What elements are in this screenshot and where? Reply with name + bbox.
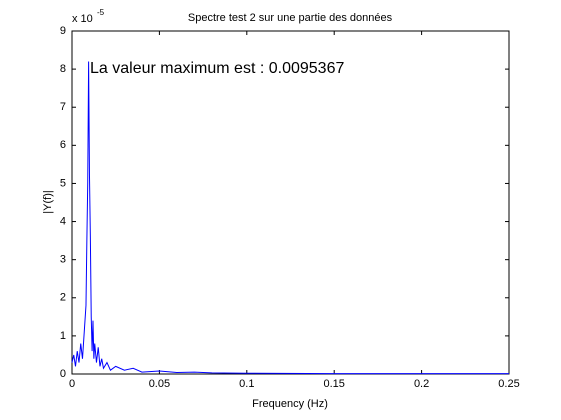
y-tick-label: 0 — [60, 368, 66, 380]
x-axis-label: Frequency (Hz) — [252, 398, 328, 410]
x-tick-label: 0.25 — [498, 378, 519, 390]
y-tick-label: 5 — [60, 177, 66, 189]
y-tick-label: 7 — [60, 101, 66, 113]
plot-area — [71, 30, 510, 375]
data-line — [71, 61, 509, 375]
y-tick-label: 9 — [60, 25, 66, 37]
y-exponent: -5 — [97, 8, 105, 17]
y-tick-label: 2 — [60, 292, 66, 304]
x-tick-label: 0 — [69, 378, 75, 390]
y-tick-label: 8 — [60, 63, 66, 75]
x-tick-label: 0.15 — [323, 378, 344, 390]
chart-title: Spectre test 2 sur une partie des donnée… — [188, 12, 393, 24]
x-tick-label: 0.1 — [239, 378, 254, 390]
y-axis-label: |Y(f)| — [42, 190, 54, 213]
annotation: La valeur maximum est : 0.0095367 — [90, 60, 344, 77]
x-tick-label: 0.2 — [414, 378, 429, 390]
x-tick-label: 0.05 — [149, 378, 170, 390]
y-tick-label: 6 — [60, 139, 66, 151]
y-tick-label: 1 — [60, 330, 66, 342]
y-tick-label: 4 — [60, 215, 66, 227]
y-exponent-base: x 10 — [72, 13, 93, 25]
y-tick-label: 3 — [60, 254, 66, 266]
